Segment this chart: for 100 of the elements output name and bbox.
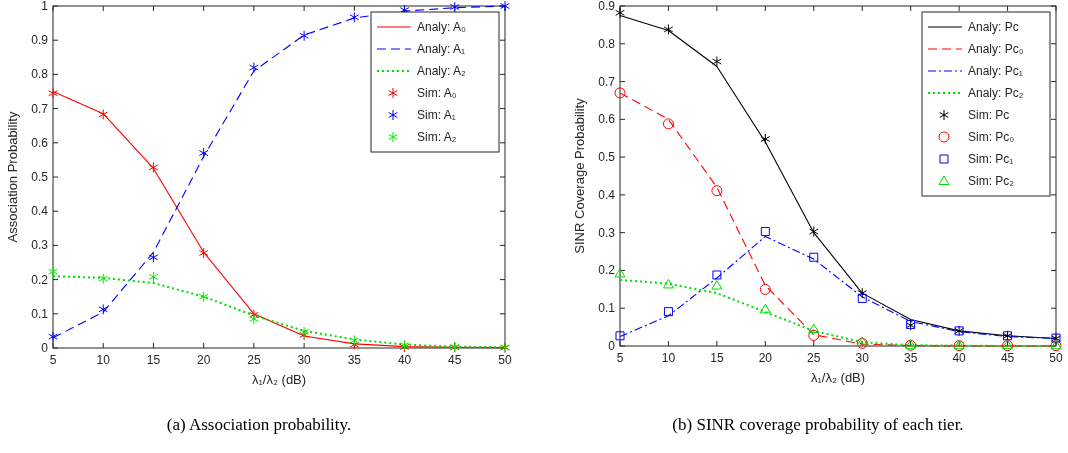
y-tick-label: 0.5 bbox=[598, 150, 616, 165]
x-tick-label: 5 bbox=[49, 353, 57, 367]
point bbox=[148, 251, 159, 263]
x-tick-label: 25 bbox=[807, 351, 821, 365]
x-tick-label: 40 bbox=[397, 353, 412, 367]
legend-label: Sim: A₀ bbox=[417, 86, 457, 100]
point bbox=[759, 283, 771, 295]
y-axis-title: Association Probability bbox=[5, 111, 20, 243]
point bbox=[663, 307, 673, 317]
y-tick-label: 0.9 bbox=[31, 33, 49, 48]
point bbox=[249, 313, 259, 325]
point bbox=[712, 270, 722, 280]
y-tick-label: 0.4 bbox=[31, 204, 49, 219]
point bbox=[759, 303, 771, 314]
x-axis-title: λ₁/λ₂ (dB) bbox=[251, 372, 307, 387]
legend-label: Sim: A₂ bbox=[417, 130, 457, 144]
y-tick-label: 0.2 bbox=[598, 263, 616, 278]
point bbox=[198, 291, 209, 303]
point bbox=[760, 133, 771, 145]
x-tick-label: 15 bbox=[710, 351, 724, 365]
point bbox=[711, 185, 723, 197]
x-tick-label: 25 bbox=[247, 353, 261, 367]
point bbox=[349, 11, 360, 23]
x-tick-label: 30 bbox=[855, 351, 870, 365]
point bbox=[98, 273, 109, 285]
y-tick-label: 0.1 bbox=[31, 306, 49, 321]
y-tick-label: 0 bbox=[608, 339, 616, 353]
text: (b) SINR coverage probability of each tier. bbox=[672, 415, 964, 434]
point bbox=[349, 334, 360, 346]
y-tick-label: 0.1 bbox=[598, 301, 616, 316]
y-tick-label: 0.5 bbox=[31, 170, 49, 184]
legend-label: Analy: Pc₂ bbox=[968, 86, 1024, 100]
point bbox=[663, 23, 674, 35]
legend-label: Analy: A₀ bbox=[417, 20, 467, 34]
x-tick-label: 10 bbox=[661, 351, 676, 365]
legend-label: Sim: Pc bbox=[968, 108, 1010, 122]
y-tick-label: 0.7 bbox=[31, 101, 49, 116]
point bbox=[148, 271, 159, 283]
x-tick-label: 20 bbox=[758, 351, 773, 365]
point bbox=[614, 267, 626, 278]
legend-label: Analy: Pc₁ bbox=[968, 64, 1023, 78]
point bbox=[198, 247, 209, 259]
point bbox=[98, 303, 109, 315]
y-tick-label: 0.9 bbox=[598, 0, 616, 13]
x-tick-label: 10 bbox=[96, 353, 111, 367]
point bbox=[48, 87, 58, 99]
point bbox=[809, 252, 819, 262]
point bbox=[711, 280, 723, 290]
point bbox=[662, 278, 674, 289]
x-tick-label: 45 bbox=[448, 353, 462, 367]
point bbox=[662, 118, 674, 130]
point bbox=[299, 30, 309, 42]
x-tick-label: 35 bbox=[347, 353, 362, 367]
y-tick-label: 0.6 bbox=[598, 112, 616, 127]
legend-label: Sim: A₁ bbox=[417, 108, 456, 122]
x-tick-label: 50 bbox=[498, 353, 512, 367]
point bbox=[808, 323, 820, 333]
point bbox=[148, 161, 159, 173]
point bbox=[615, 331, 625, 341]
y-tick-label: 0.3 bbox=[31, 238, 49, 253]
y-tick-label: 0 bbox=[41, 341, 49, 355]
legend-label: Analy: A₁ bbox=[417, 42, 466, 56]
y-tick-label: 0.6 bbox=[31, 135, 49, 150]
x-tick-label: 50 bbox=[1049, 351, 1063, 365]
point bbox=[615, 7, 625, 19]
point bbox=[614, 87, 626, 99]
x-tick-label: 45 bbox=[1000, 351, 1015, 365]
y-tick-label: 1 bbox=[41, 0, 49, 13]
point bbox=[857, 287, 868, 299]
point bbox=[760, 227, 770, 237]
point bbox=[48, 331, 58, 343]
y-tick-label: 0.8 bbox=[598, 36, 616, 51]
point bbox=[500, 0, 510, 12]
x-tick-label: 15 bbox=[146, 353, 161, 367]
x-tick-label: 20 bbox=[196, 353, 211, 367]
point bbox=[712, 56, 722, 68]
y-tick-label: 0.4 bbox=[598, 187, 616, 202]
point bbox=[857, 293, 867, 303]
x-tick-label: 30 bbox=[297, 353, 312, 367]
y-axis-title: SINR Coverage Probability bbox=[572, 97, 587, 254]
y-tick-label: 0.2 bbox=[31, 272, 49, 287]
legend-label: Analy: Pc₀ bbox=[968, 42, 1024, 56]
point bbox=[98, 108, 109, 120]
legend-label: Sim: Pc₀ bbox=[968, 130, 1015, 144]
y-tick-label: 0.7 bbox=[598, 74, 616, 89]
text: (a) Association probability. bbox=[166, 415, 352, 434]
y-tick-label: 0.3 bbox=[598, 225, 616, 240]
point bbox=[249, 62, 259, 74]
point bbox=[808, 226, 819, 238]
y-tick-label: 0.8 bbox=[31, 67, 49, 82]
point bbox=[48, 266, 58, 278]
point bbox=[198, 147, 209, 159]
x-tick-label: 35 bbox=[903, 351, 918, 365]
x-axis-title: λ₁/λ₂ (dB) bbox=[810, 370, 866, 385]
point bbox=[449, 1, 460, 13]
legend-label: Sim: Pc₂ bbox=[968, 174, 1015, 188]
legend-label: Analy: Pc bbox=[968, 20, 1019, 34]
x-tick-label: 5 bbox=[616, 351, 624, 365]
legend-label: Analy: A₂ bbox=[417, 64, 467, 78]
x-tick-label: 40 bbox=[952, 351, 967, 365]
